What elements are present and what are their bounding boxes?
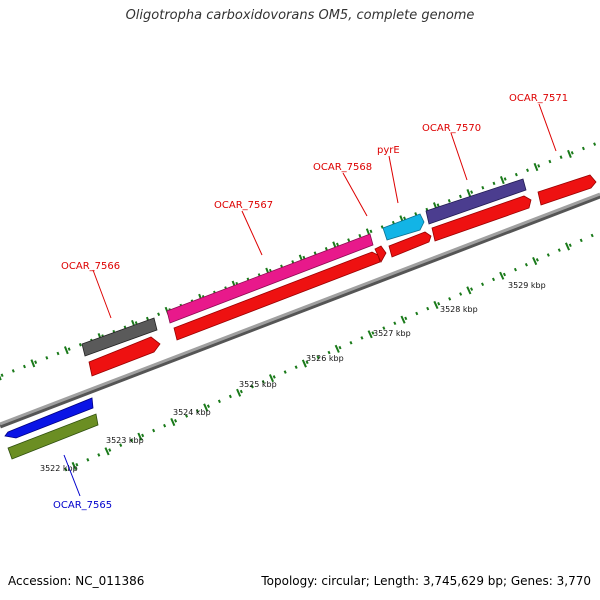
gene-ocar-7571-cds[interactable] <box>537 174 597 206</box>
major-tick <box>63 346 69 355</box>
gene-pyre-cds[interactable] <box>388 231 432 258</box>
major-tick <box>301 359 307 368</box>
gene-leader-lines <box>63 103 557 497</box>
gene-labels: OCAR_7565 OCAR_7566 OCAR_7567 OCAR_7568 … <box>53 93 568 511</box>
scale-label: 3523 kbp <box>106 436 144 445</box>
gene-features <box>4 174 597 460</box>
feature-gray[interactable] <box>81 317 158 357</box>
major-tick <box>104 447 110 456</box>
gene-label-pyre[interactable]: pyrE <box>377 145 400 156</box>
feature-purple[interactable] <box>425 178 527 225</box>
feature-red-7571[interactable] <box>537 174 597 206</box>
major-tick <box>499 271 505 280</box>
leader-ocar-7566 <box>92 269 112 319</box>
gene-ocar-7568-cds[interactable] <box>374 245 387 263</box>
backbone <box>0 192 600 429</box>
major-tick <box>499 176 505 185</box>
backbone-line <box>0 192 600 426</box>
scale-label: 3524 kbp <box>173 408 211 417</box>
major-tick <box>466 286 472 295</box>
gene-label-ocar-7571[interactable]: OCAR_7571 <box>509 93 568 104</box>
gene-label-ocar-7568[interactable]: OCAR_7568 <box>313 162 372 173</box>
scale-label: 3525 kbp <box>239 380 277 389</box>
leader-ocar-7570 <box>450 132 468 181</box>
leader-pyre <box>388 155 399 204</box>
major-tick <box>433 300 439 310</box>
scale-label: 3527 kbp <box>373 329 411 338</box>
feature-red-7568[interactable] <box>374 245 387 263</box>
major-tick <box>564 242 571 251</box>
feature-red-pyre[interactable] <box>388 231 432 258</box>
feature-red-7570[interactable] <box>431 195 532 242</box>
feature-red-7567[interactable] <box>173 251 381 341</box>
tick-track-inner-line <box>64 230 600 472</box>
major-tick <box>466 189 472 198</box>
feature-cyan[interactable] <box>382 213 425 241</box>
feature-blue[interactable] <box>4 397 94 439</box>
scale-label: 3528 kbp <box>440 305 478 314</box>
major-tick <box>170 417 176 427</box>
gene-ocar-7565-colored[interactable] <box>4 397 94 439</box>
feature-pink[interactable] <box>166 233 374 324</box>
major-tick <box>334 344 340 353</box>
major-tick <box>367 330 373 339</box>
leader-ocar-7567 <box>241 210 263 256</box>
scale-label: 3522 kbp <box>40 464 78 473</box>
major-tick <box>203 403 209 412</box>
page-title: Oligotropha carboxidovorans OM5, complet… <box>125 8 475 23</box>
accession-text: Accession: NC_011386 <box>8 574 145 588</box>
major-tick <box>400 315 406 324</box>
gene-ocar-7567-cds[interactable] <box>173 251 381 341</box>
gene-pyre[interactable] <box>382 213 425 241</box>
gene-ocar-7566[interactable] <box>81 317 158 357</box>
gene-ocar-7565-red[interactable] <box>7 413 99 460</box>
scale-label: 3529 kbp <box>508 281 546 290</box>
major-tick <box>533 162 539 172</box>
genome-summary-text: Topology: circular; Length: 3,745,629 bp… <box>261 574 591 588</box>
gene-label-ocar-7565[interactable]: OCAR_7565 <box>53 500 112 511</box>
gene-ocar-7567[interactable] <box>166 233 374 324</box>
leader-ocar-7565 <box>63 454 81 497</box>
major-tick <box>0 375 2 381</box>
leader-ocar-7571 <box>538 103 557 152</box>
scale-labels: 3522 kbp 3523 kbp 3524 kbp 3525 kbp 3526… <box>40 281 546 473</box>
gene-ocar-7566-cds[interactable] <box>88 336 161 377</box>
backbone-shadow <box>0 193 600 429</box>
major-tick <box>30 359 36 368</box>
gene-ocar-7570[interactable] <box>425 178 527 225</box>
tick-track-inner-majors <box>71 242 571 471</box>
gene-label-ocar-7570[interactable]: OCAR_7570 <box>422 123 481 134</box>
gene-label-ocar-7566[interactable]: OCAR_7566 <box>61 261 120 272</box>
tick-track-inner <box>64 230 600 472</box>
major-tick <box>532 256 538 266</box>
major-tick <box>236 388 242 397</box>
leader-ocar-7568 <box>342 172 368 217</box>
gene-ocar-7570-cds[interactable] <box>431 195 532 242</box>
major-tick <box>567 149 572 158</box>
feature-olive[interactable] <box>7 413 99 460</box>
feature-red-7566[interactable] <box>88 336 161 377</box>
major-tick <box>71 461 77 471</box>
major-tick <box>137 432 143 441</box>
major-tick <box>268 374 275 383</box>
gene-label-ocar-7567[interactable]: OCAR_7567 <box>214 200 273 211</box>
scale-label: 3526 kbp <box>306 354 344 363</box>
